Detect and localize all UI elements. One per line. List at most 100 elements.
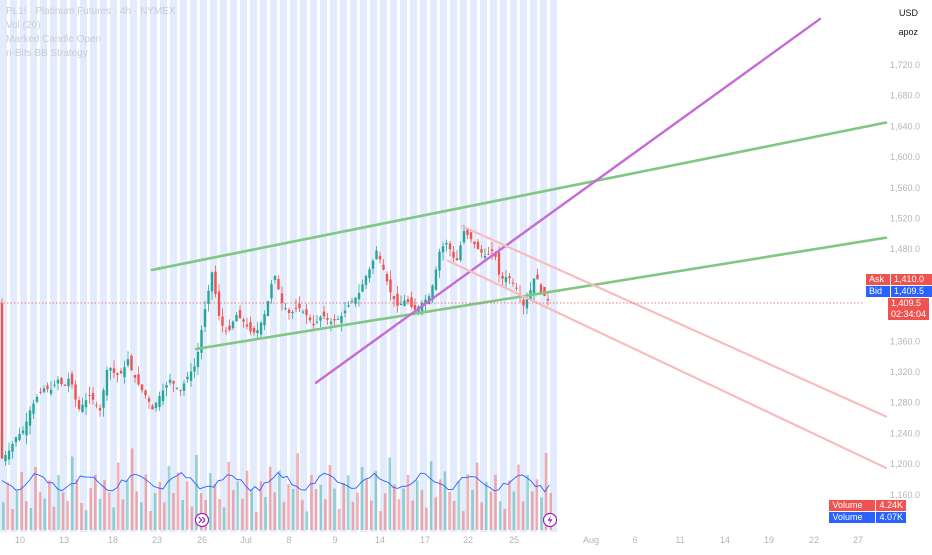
time-axis[interactable]: 10 13 18 23 26 Jul 8 9 14 17 22 25 Aug 6 11 14 19 22 27 [15, 535, 863, 545]
session-stripe [470, 0, 477, 532]
candle-body [245, 324, 249, 327]
x-tick-label: 19 [764, 535, 774, 545]
candle-body [137, 374, 140, 385]
candle-body [189, 371, 193, 381]
session-stripe [80, 0, 87, 532]
volume-bar [489, 491, 493, 530]
volume-bar [347, 475, 350, 530]
volume-bar [370, 500, 373, 530]
volume-bar [305, 511, 309, 530]
indicator-marked-candle[interactable]: Marked Candle Open [6, 34, 102, 45]
candle-body [224, 330, 228, 332]
volume-bar [485, 481, 488, 530]
channel-upper-line[interactable] [150, 121, 888, 272]
candle-body [63, 384, 67, 386]
session-stripe [320, 0, 327, 532]
session-stripe [270, 0, 277, 532]
candle-body [11, 443, 14, 452]
volume-bar [57, 474, 60, 530]
candle-body [413, 305, 417, 310]
symbol-title[interactable]: PL1! · Platinum Futures · 4h · NYMEX [6, 6, 176, 17]
candle-body [494, 254, 497, 257]
volume-ma-label: Volume MA [829, 512, 876, 533]
session-stripe [180, 0, 187, 532]
trendline-purple[interactable] [314, 17, 822, 384]
bid-value: 1,409.5 [890, 286, 932, 297]
candle-body [46, 385, 49, 390]
volume-bar [342, 482, 345, 530]
session-stripe [450, 0, 457, 532]
candle-body [343, 310, 347, 314]
downtrend-lower-line[interactable] [446, 259, 888, 470]
channel-lower-line[interactable] [194, 236, 888, 351]
volume-bar [319, 484, 322, 530]
x-tick-label: 23 [152, 535, 162, 545]
x-tick-label: Jul [240, 535, 252, 545]
volume-bar [121, 499, 125, 530]
session-stripe [390, 0, 397, 532]
volume-bar [167, 465, 171, 530]
candle-body [487, 253, 490, 255]
volume-bar [236, 480, 240, 530]
replay-icon[interactable] [194, 512, 210, 528]
candle-body [406, 299, 410, 302]
candle-body [539, 284, 543, 293]
candle-body [35, 396, 39, 402]
candle-body [511, 282, 515, 284]
candle-body [431, 285, 434, 301]
candle-body [501, 275, 504, 279]
volume-bar [232, 490, 235, 530]
candle-body [378, 255, 382, 260]
volume-bar [158, 482, 161, 530]
volume-bar [135, 491, 138, 530]
candle-body [483, 255, 487, 258]
currency-label[interactable]: USD [898, 8, 918, 18]
volume-bar [388, 457, 391, 530]
x-tick-label: 9 [332, 535, 337, 545]
candle-body [126, 359, 130, 366]
volume-bar [75, 479, 79, 530]
trendline-drawings[interactable] [150, 17, 888, 470]
volume-bar [521, 501, 525, 530]
x-tick-label: 27 [853, 535, 863, 545]
session-stripe [160, 0, 167, 532]
candle-body [476, 241, 480, 250]
session-stripe [220, 0, 227, 532]
session-stripe [150, 0, 157, 532]
candle-body [214, 271, 217, 295]
downtrend-upper-line[interactable] [460, 225, 888, 418]
candle-body [333, 319, 336, 321]
x-tick-label: 13 [59, 535, 69, 545]
candle-body [221, 316, 224, 326]
candle-body [200, 330, 203, 353]
candle-body [151, 405, 154, 410]
session-stripe [500, 0, 507, 532]
ask-label: Ask [866, 274, 890, 285]
candle-body [459, 245, 462, 261]
volume-bar [429, 461, 433, 530]
volume-bar [301, 499, 304, 530]
volume-bar [452, 500, 456, 530]
session-stripe [40, 0, 47, 532]
session-stripe [210, 0, 217, 532]
volume-bar [6, 482, 10, 530]
volume-bar [98, 498, 102, 530]
volume-bar [89, 488, 92, 530]
indicator-volume[interactable]: Vol (20) [6, 20, 41, 31]
y-tick-label: 1,320.0 [890, 367, 920, 377]
candle-body [361, 284, 364, 292]
ask-badge: Ask 1,410.0 [866, 274, 932, 285]
candle-body [147, 398, 151, 402]
candle-body [382, 264, 385, 270]
volume-bar [379, 511, 382, 530]
volume-bar [425, 507, 428, 530]
candle-body [28, 410, 32, 426]
volume-value: 4.24K [875, 500, 906, 511]
lightning-icon[interactable] [542, 512, 558, 528]
y-tick-label: 1,480.0 [890, 244, 920, 254]
volume-bar [181, 499, 184, 530]
session-stripe [100, 0, 107, 532]
indicator-bb-strategy[interactable]: n-Bits BB Strategy [6, 48, 88, 59]
